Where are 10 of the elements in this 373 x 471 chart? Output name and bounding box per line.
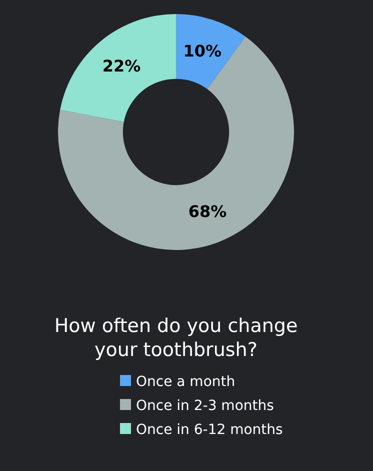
donut-slice (60, 14, 176, 122)
data-label: 10% (183, 41, 222, 60)
legend-label: Once in 2-3 months (136, 398, 274, 414)
data-label: 68% (188, 202, 227, 222)
donut-slice (176, 14, 246, 90)
data-label: 22% (102, 56, 141, 76)
donut-slice (58, 36, 294, 250)
legend-label: Once a month (136, 374, 236, 390)
legend-label: Once in 6-12 months (136, 422, 283, 438)
text: How often do you change your toothbrush? (54, 315, 298, 361)
